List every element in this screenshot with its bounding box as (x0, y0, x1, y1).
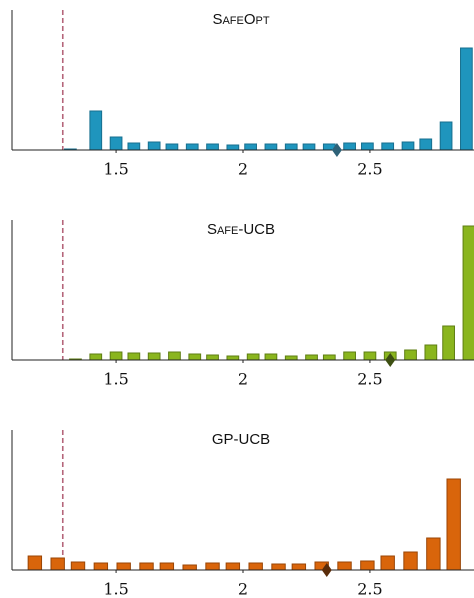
x-tick-label: 2 (238, 160, 248, 179)
marker (321, 563, 332, 577)
bar (343, 351, 356, 361)
bar (460, 47, 473, 151)
bar (159, 562, 175, 571)
bar (363, 351, 377, 361)
bar (439, 121, 453, 151)
bar (116, 562, 131, 571)
bar (89, 353, 103, 361)
chart-title: GP-UCB (212, 431, 270, 448)
x-tick-label: 2 (238, 580, 248, 598)
bar (205, 562, 220, 571)
bar (27, 555, 43, 571)
bar (380, 555, 395, 571)
bar (305, 354, 318, 361)
bar (109, 136, 123, 151)
bar (50, 557, 65, 571)
bar (182, 564, 197, 571)
x-tick-label: 2.5 (357, 580, 382, 598)
bar (248, 562, 263, 571)
bar (337, 561, 352, 571)
bar (127, 142, 141, 151)
chart-title: SafeOpt (212, 11, 269, 28)
bar (93, 562, 109, 571)
bar (139, 562, 154, 571)
x-tick-label: 1.5 (103, 370, 128, 389)
x-tick-label: 2.5 (357, 160, 382, 179)
bar (462, 225, 474, 361)
bar (442, 325, 455, 361)
x-tick-label: 2 (238, 370, 248, 389)
bar (188, 353, 202, 361)
bar (206, 354, 219, 361)
bar (226, 144, 240, 151)
bar (419, 138, 433, 151)
bar (147, 352, 161, 361)
bar (343, 142, 356, 151)
bar (302, 143, 316, 151)
bar (89, 110, 103, 151)
bar (401, 141, 415, 151)
bar (284, 143, 298, 151)
bar (271, 563, 286, 571)
bar (168, 351, 181, 361)
bar (284, 355, 298, 361)
marker (331, 143, 342, 157)
x-tick-label: 1.5 (103, 160, 128, 179)
bar (291, 563, 307, 571)
x-tick-label: 1.5 (103, 580, 128, 598)
bar (185, 143, 199, 151)
bar (403, 551, 418, 571)
marker (385, 353, 396, 367)
bar (424, 344, 438, 361)
bar (446, 478, 461, 571)
bar (127, 352, 141, 361)
bar (244, 143, 257, 151)
bar (246, 353, 260, 361)
bar (206, 143, 219, 151)
bar (165, 143, 179, 151)
bar (361, 142, 374, 151)
bar (147, 141, 161, 151)
bar (360, 560, 375, 571)
x-tick-label: 2.5 (357, 370, 382, 389)
bar (264, 353, 278, 361)
bar (381, 142, 395, 151)
bar (322, 354, 336, 361)
bar (70, 561, 86, 571)
bar (264, 143, 278, 151)
chart-title: Safe-UCB (207, 221, 275, 238)
bar (226, 355, 240, 361)
bar (426, 537, 441, 571)
bar (225, 562, 241, 571)
bar (404, 349, 417, 361)
bar (109, 351, 123, 361)
